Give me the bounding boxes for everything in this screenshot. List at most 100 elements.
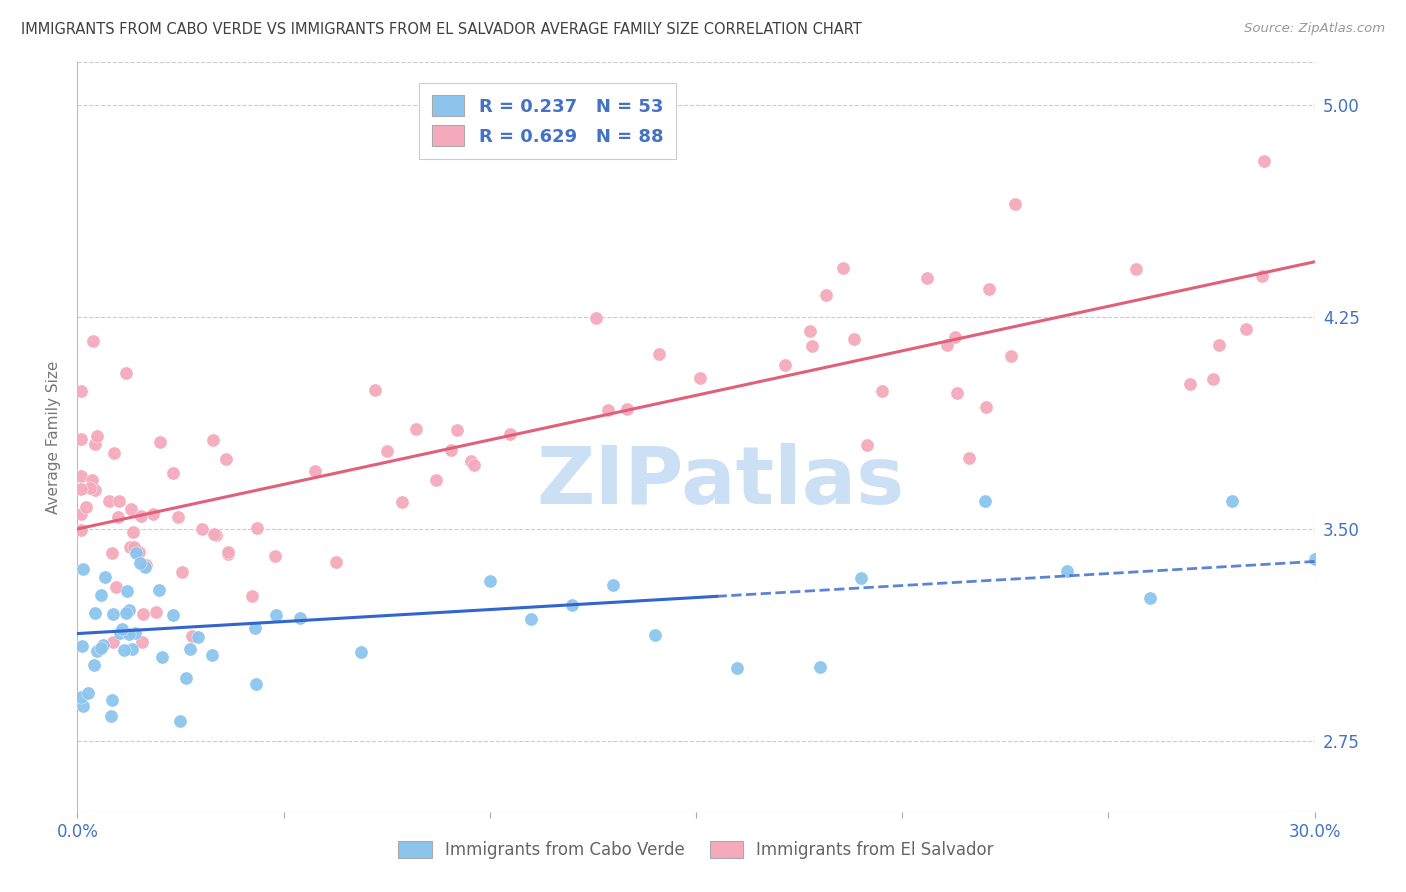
- Point: [245, 677, 267, 691]
- Point: [440, 443, 463, 458]
- Point: [375, 443, 398, 458]
- Point: [125, 546, 148, 560]
- Point: [1250, 268, 1272, 283]
- Point: [215, 452, 238, 467]
- Point: [149, 435, 172, 450]
- Point: [118, 603, 141, 617]
- Point: [162, 608, 184, 623]
- Point: [120, 502, 142, 516]
- Point: [217, 545, 239, 559]
- Point: [446, 423, 468, 437]
- Text: Source: ZipAtlas.com: Source: ZipAtlas.com: [1244, 22, 1385, 36]
- Point: [135, 558, 157, 573]
- Point: [114, 606, 136, 620]
- Point: [131, 509, 153, 524]
- Point: [478, 574, 501, 588]
- Point: [1303, 552, 1326, 566]
- Point: [870, 384, 893, 399]
- Point: [191, 522, 214, 536]
- Point: [70, 468, 93, 483]
- Point: [72, 698, 94, 713]
- Point: [100, 546, 122, 560]
- Point: [114, 366, 136, 380]
- Point: [460, 454, 482, 468]
- Point: [1220, 493, 1243, 508]
- Point: [90, 588, 112, 602]
- Point: [91, 638, 114, 652]
- Point: [325, 555, 347, 569]
- Point: [150, 649, 173, 664]
- Point: [104, 580, 127, 594]
- Point: [936, 338, 959, 352]
- Point: [288, 611, 311, 625]
- Point: [1004, 196, 1026, 211]
- Point: [170, 565, 193, 579]
- Point: [72, 562, 94, 576]
- Point: [145, 605, 167, 619]
- Point: [1056, 565, 1078, 579]
- Point: [647, 346, 669, 360]
- Point: [70, 690, 93, 704]
- Point: [585, 310, 607, 325]
- Point: [84, 607, 107, 621]
- Point: [108, 625, 131, 640]
- Point: [304, 464, 326, 478]
- Point: [84, 437, 107, 451]
- Point: [391, 495, 413, 509]
- Point: [499, 426, 522, 441]
- Point: [808, 660, 831, 674]
- Point: [90, 641, 112, 656]
- Point: [129, 556, 152, 570]
- Point: [814, 288, 837, 302]
- Point: [82, 334, 104, 349]
- Point: [1139, 591, 1161, 606]
- Point: [1178, 377, 1201, 392]
- Point: [122, 524, 145, 539]
- Point: [957, 450, 980, 465]
- Point: [79, 481, 101, 495]
- Point: [83, 657, 105, 672]
- Point: [181, 629, 204, 643]
- Point: [132, 607, 155, 621]
- Point: [111, 622, 134, 636]
- Point: [70, 523, 93, 537]
- Point: [83, 483, 105, 497]
- Point: [856, 438, 879, 452]
- Point: [101, 693, 124, 707]
- Point: [148, 583, 170, 598]
- Point: [405, 422, 427, 436]
- Point: [946, 386, 969, 401]
- Point: [349, 645, 371, 659]
- Point: [70, 384, 93, 398]
- Point: [101, 607, 124, 622]
- Point: [169, 714, 191, 729]
- Point: [179, 641, 201, 656]
- Point: [596, 403, 619, 417]
- Point: [117, 584, 139, 599]
- Point: [364, 383, 387, 397]
- Point: [201, 648, 224, 663]
- Point: [520, 612, 543, 626]
- Point: [162, 466, 184, 480]
- Point: [800, 339, 823, 353]
- Point: [979, 282, 1001, 296]
- Point: [831, 260, 853, 275]
- Point: [72, 640, 94, 654]
- Point: [82, 473, 104, 487]
- Point: [70, 482, 93, 496]
- Point: [1234, 322, 1257, 336]
- Point: [134, 560, 156, 574]
- Point: [86, 643, 108, 657]
- Point: [77, 686, 100, 700]
- Point: [1125, 261, 1147, 276]
- Point: [202, 526, 225, 541]
- Point: [103, 446, 125, 460]
- Point: [86, 429, 108, 443]
- Point: [725, 661, 748, 675]
- Point: [75, 500, 97, 514]
- Point: [142, 508, 165, 522]
- Point: [128, 545, 150, 559]
- Point: [100, 709, 122, 723]
- Point: [94, 570, 117, 584]
- Point: [1000, 349, 1022, 363]
